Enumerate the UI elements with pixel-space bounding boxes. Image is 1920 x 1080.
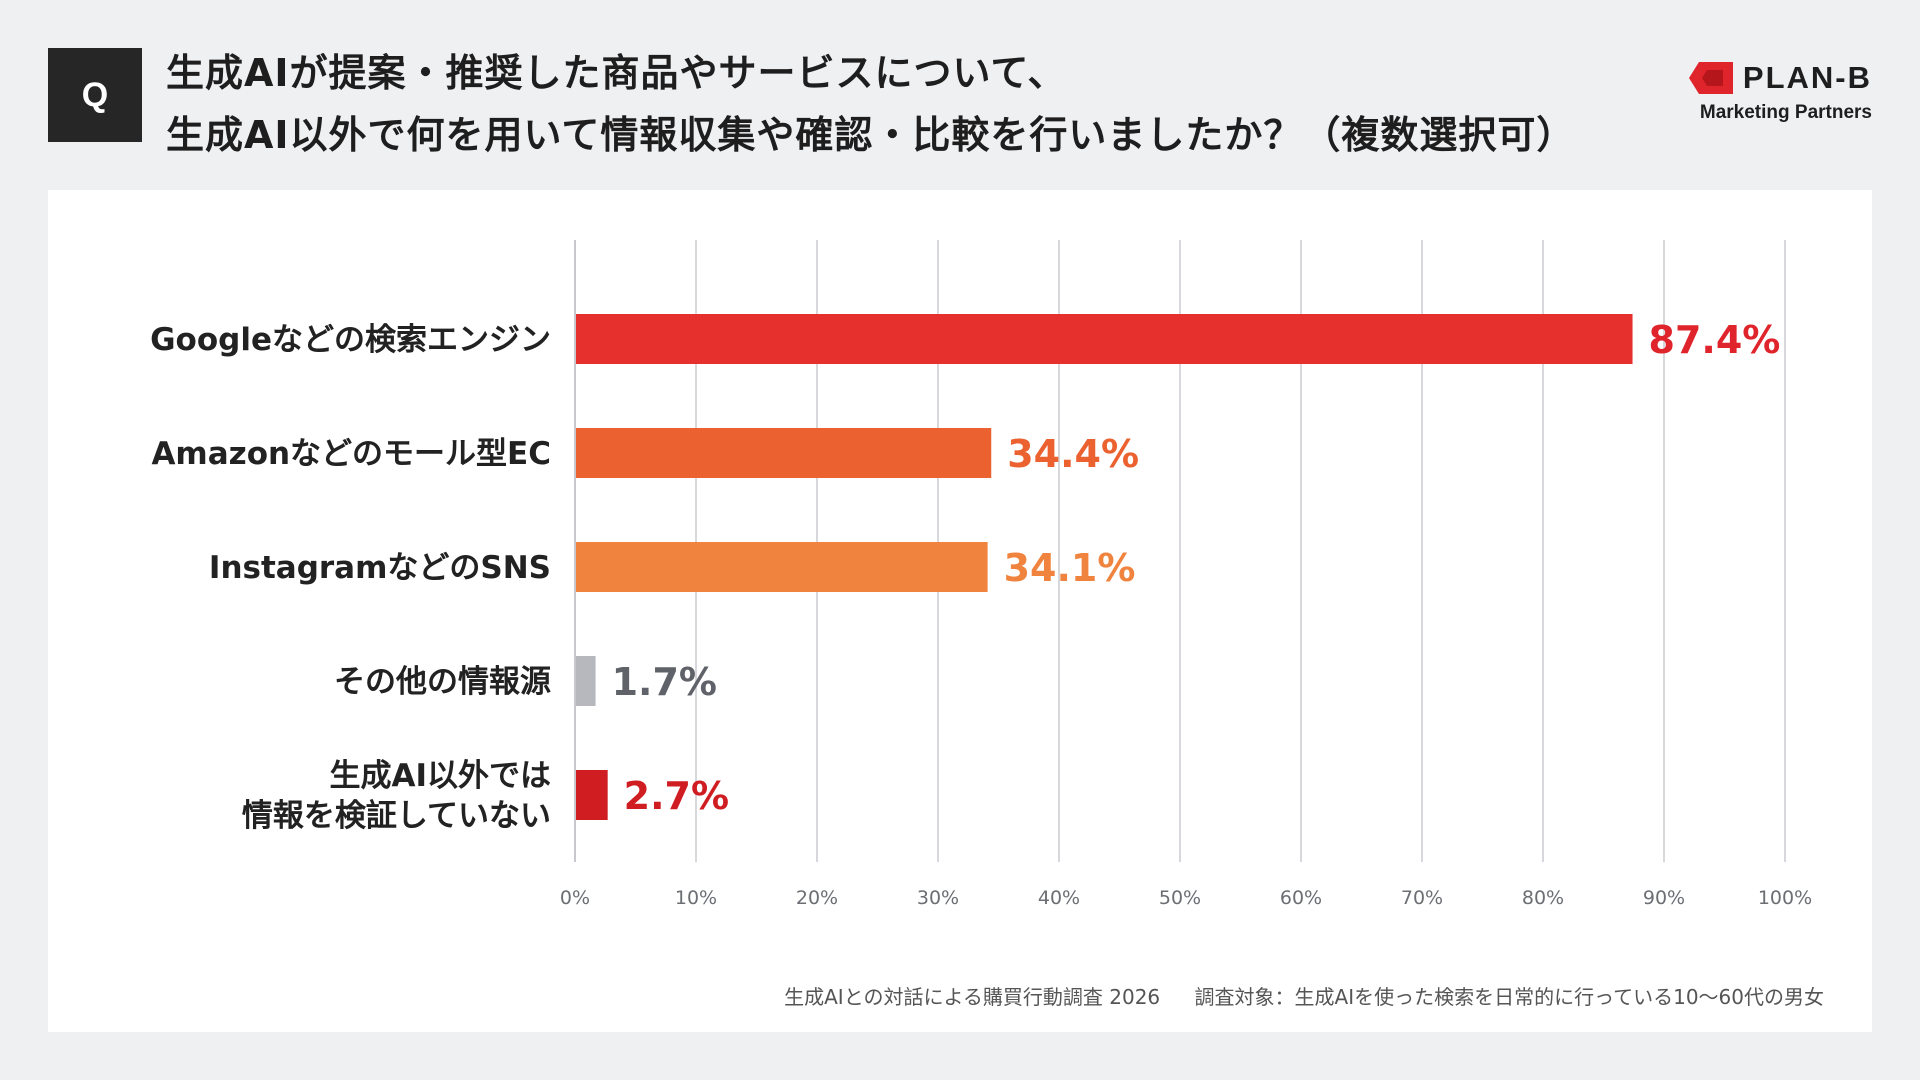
brand-name: PLAN-B [1742,60,1872,95]
x-tick-label: 10% [675,887,717,909]
chart-footer: 生成AIとの対話による購買行動調査 2026 調査対象：生成AIを使った検索を日… [784,981,1824,1010]
x-tick-label: 30% [917,887,959,909]
bar-chart: 0% 10% 20% 30% 40% 50% 60% 70% 80% 90% 100% Googleな… [150,240,1812,909]
x-tick-label: 20% [796,887,838,909]
x-tick-label: 90% [1643,887,1685,909]
value-label: 2.7% [624,774,729,818]
x-tick-label: 70% [1401,887,1443,909]
category-label: InstagramなどのSNS [209,550,551,586]
bar [575,314,1633,364]
value-label: 1.7% [612,660,717,704]
question-title: 生成AIが提案・推奨した商品やサービスについて、 生成AI以外で何を用いて情報収… [166,42,1575,166]
category-label: Amazonなどのモール型EC [151,436,551,472]
bar [575,656,596,706]
category-label: その他の情報源 [334,664,551,700]
brand-tagline: Marketing Partners [1699,102,1872,123]
question-line-2: 生成AI以外で何を用いて情報収集や確認・比較を行いましたか？（複数選択可） [166,113,1576,157]
survey-target: 調査対象：生成AIを使った検索を日常的に行っている10〜60代の男女 [1194,985,1824,1009]
brand-block: PLAN-B Marketing Partners [1688,60,1872,124]
x-tick-label: 100% [1758,887,1812,909]
value-label: 87.4% [1649,318,1781,362]
x-tick-label: 40% [1038,887,1080,909]
value-label: 34.4% [1007,432,1139,476]
value-label: 34.1% [1004,546,1136,590]
question-badge: Q [48,48,142,142]
chart-card: 0% 10% 20% 30% 40% 50% 60% 70% 80% 90% 100% Googleな… [48,190,1872,1032]
bar [575,542,988,592]
x-tick-label: 0% [560,887,590,909]
x-tick-label: 50% [1159,887,1201,909]
bar [575,428,992,478]
category-label: 生成AI以外では [329,758,551,794]
plan-b-logo-icon [1688,62,1733,94]
question-line-1: 生成AIが提案・推奨した商品やサービスについて、 [166,51,1067,95]
bar [575,770,608,820]
x-tick-label: 60% [1280,887,1322,909]
survey-source: 生成AIとの対話による購買行動調査 2026 [784,985,1161,1009]
x-tick-label: 80% [1522,887,1564,909]
category-label: Googleなどの検索エンジン [150,322,551,358]
category-label: 情報を検証していない [242,798,551,834]
